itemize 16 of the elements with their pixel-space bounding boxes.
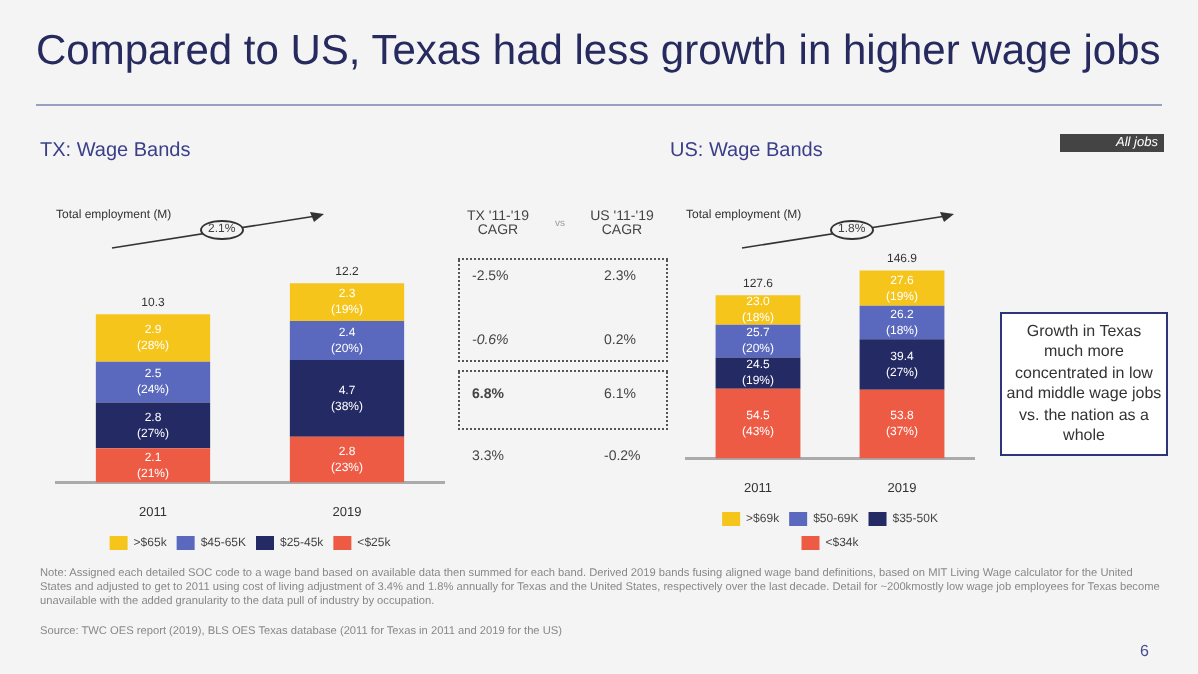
bar (95, 314, 211, 362)
bar (715, 388, 801, 459)
bar (859, 389, 945, 459)
text: Growth in Texas much more concentrated in low and middle wage jobs vs. the nation as a whole (1000, 312, 1168, 457)
text: 6 (1140, 642, 1149, 660)
chart-title: US: Wage Bands (670, 140, 823, 162)
bar (289, 360, 405, 437)
bar (289, 283, 405, 321)
bar (95, 448, 211, 483)
bar (95, 402, 211, 449)
bar (289, 320, 405, 361)
bar (859, 339, 945, 390)
bar (95, 361, 211, 403)
chart-subtitle: TX: Wage Bands (40, 140, 191, 162)
bar (289, 436, 405, 483)
text: Compared to US, Texas had less growth in higher wage jobs (36, 28, 1161, 76)
